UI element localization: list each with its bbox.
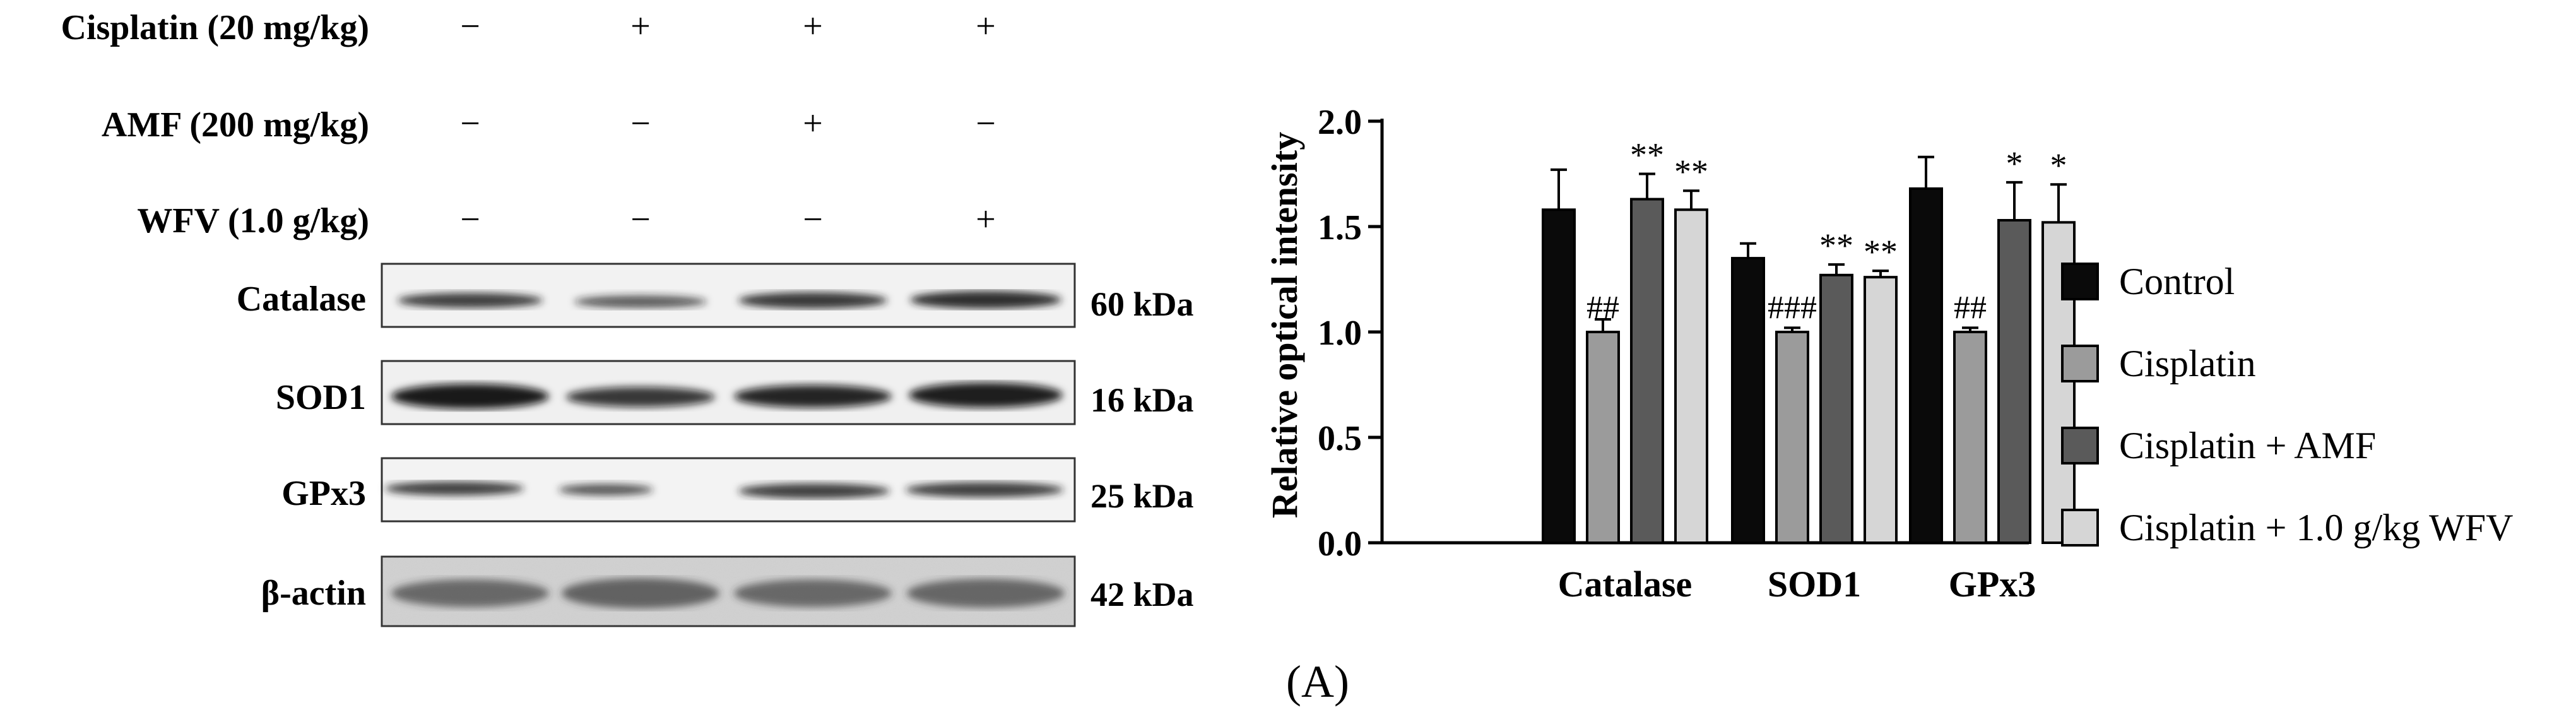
sign-amf-lane4: − bbox=[976, 104, 996, 143]
blot-label-sod1: SOD1 bbox=[276, 378, 366, 417]
blot-mw-gpx3: 25 kDa bbox=[1090, 477, 1194, 515]
sign-wfv-lane3: − bbox=[803, 200, 823, 239]
bar-catalase-cisplatin-1-0-g-kg-wfv bbox=[1674, 208, 1708, 544]
bar-gpx3-cisplatin bbox=[1953, 331, 1987, 544]
significance-gpx3-cisplatin-1-0-g-kg-wfv: * bbox=[2050, 146, 2067, 184]
sign-wfv-lane2: − bbox=[630, 200, 651, 239]
legend-swatch-cisplatin bbox=[2061, 345, 2099, 382]
x-tick-label-sod1: SOD1 bbox=[1768, 564, 1861, 605]
treatment-label-cisplatin: Cisplatin (20 mg/kg) bbox=[61, 8, 370, 47]
bar-sod1-control bbox=[1731, 257, 1765, 544]
bar-catalase-cisplatin bbox=[1586, 331, 1620, 544]
blot-sod1 bbox=[381, 360, 1076, 425]
legend-swatch-cisplatin-1-0-g-kg-wfv bbox=[2061, 509, 2099, 547]
y-tick-label: 1.5 bbox=[1318, 208, 1362, 247]
significance-sod1-cisplatin-1-0-g-kg-wfv: ** bbox=[1864, 233, 1898, 271]
blot-label-gpx3: GPx3 bbox=[281, 474, 366, 513]
sign-cisplatin-lane2: + bbox=[630, 7, 651, 46]
legend-label-control: Control bbox=[2119, 261, 2235, 302]
blot-label-beta-actin: β-actin bbox=[261, 574, 366, 613]
blot-mw-beta-actin: 42 kDa bbox=[1090, 576, 1194, 613]
bar-sod1-cisplatin bbox=[1775, 331, 1809, 544]
significance-catalase-cisplatin-amf: ** bbox=[1630, 136, 1664, 174]
blot-label-catalase: Catalase bbox=[237, 280, 366, 319]
sign-amf-lane3: + bbox=[803, 104, 823, 143]
sign-wfv-lane4: + bbox=[976, 200, 996, 239]
sign-amf-lane1: − bbox=[460, 104, 480, 143]
legend-label-cisplatin-1-0-g-kg-wfv: Cisplatin + 1.0 g/kg WFV bbox=[2119, 507, 2513, 548]
legend-swatch-control bbox=[2061, 263, 2099, 300]
y-tick-label: 0.5 bbox=[1318, 419, 1362, 458]
blot-mw-catalase: 60 kDa bbox=[1090, 285, 1194, 323]
significance-catalase-cisplatin-1-0-g-kg-wfv: ** bbox=[1674, 153, 1708, 191]
bar-catalase-control bbox=[1542, 208, 1576, 544]
bar-chart: Relative optical intensity 0.0 0.5 1.0 1.5 2… bbox=[1264, 103, 2076, 605]
sign-cisplatin-lane1: − bbox=[460, 7, 480, 46]
x-tick-label-gpx3: GPx3 bbox=[1949, 564, 2036, 605]
sign-cisplatin-lane3: + bbox=[803, 7, 823, 46]
y-tick-label: 1.0 bbox=[1318, 314, 1362, 353]
blot-beta-actin bbox=[381, 555, 1076, 627]
y-axis-title: Relative optical intensity bbox=[1264, 132, 1305, 518]
legend-swatch-cisplatin-amf bbox=[2061, 427, 2099, 465]
significance-gpx3-cisplatin: ## bbox=[1954, 290, 1987, 326]
significance-sod1-cisplatin: ### bbox=[1768, 290, 1817, 326]
sign-cisplatin-lane4: + bbox=[976, 7, 996, 46]
bar-sod1-cisplatin-amf bbox=[1819, 273, 1853, 544]
treatment-label-amf: AMF (200 mg/kg) bbox=[102, 105, 369, 145]
bar-gpx3-cisplatin-amf bbox=[1997, 218, 2031, 544]
y-tick-label: 2.0 bbox=[1318, 103, 1362, 142]
significance-catalase-cisplatin: ## bbox=[1586, 290, 1619, 326]
blot-catalase bbox=[381, 263, 1076, 328]
significance-gpx3-cisplatin-amf: * bbox=[2006, 145, 2023, 182]
sign-amf-lane2: − bbox=[630, 104, 651, 143]
blot-mw-sod1: 16 kDa bbox=[1090, 381, 1194, 419]
bar-gpx3-control bbox=[1909, 187, 1943, 544]
legend-label-cisplatin-amf: Cisplatin + AMF bbox=[2119, 425, 2376, 466]
x-tick-label-catalase: Catalase bbox=[1558, 564, 1693, 605]
blot-gpx3 bbox=[381, 457, 1076, 523]
legend-label-cisplatin: Cisplatin bbox=[2119, 343, 2256, 384]
legend: Control Cisplatin Cisplatin + AMF Cisplatin… bbox=[2061, 261, 2513, 548]
treatment-table: Cisplatin (20 mg/kg) − + + + AMF (200 mg… bbox=[61, 7, 996, 240]
sign-wfv-lane1: − bbox=[460, 200, 480, 239]
treatment-label-wfv: WFV (1.0 g/kg) bbox=[137, 201, 369, 240]
western-blots: Catalase 60 kDa SOD1 16 kDa GPx3 bbox=[237, 263, 1194, 627]
panel-label: (A) bbox=[1286, 656, 1349, 707]
bar-sod1-cisplatin-1-0-g-kg-wfv bbox=[1864, 276, 1898, 544]
y-tick-label: 0.0 bbox=[1318, 524, 1362, 564]
significance-sod1-cisplatin-amf: ** bbox=[1819, 227, 1853, 264]
bar-catalase-cisplatin-amf bbox=[1630, 198, 1664, 544]
